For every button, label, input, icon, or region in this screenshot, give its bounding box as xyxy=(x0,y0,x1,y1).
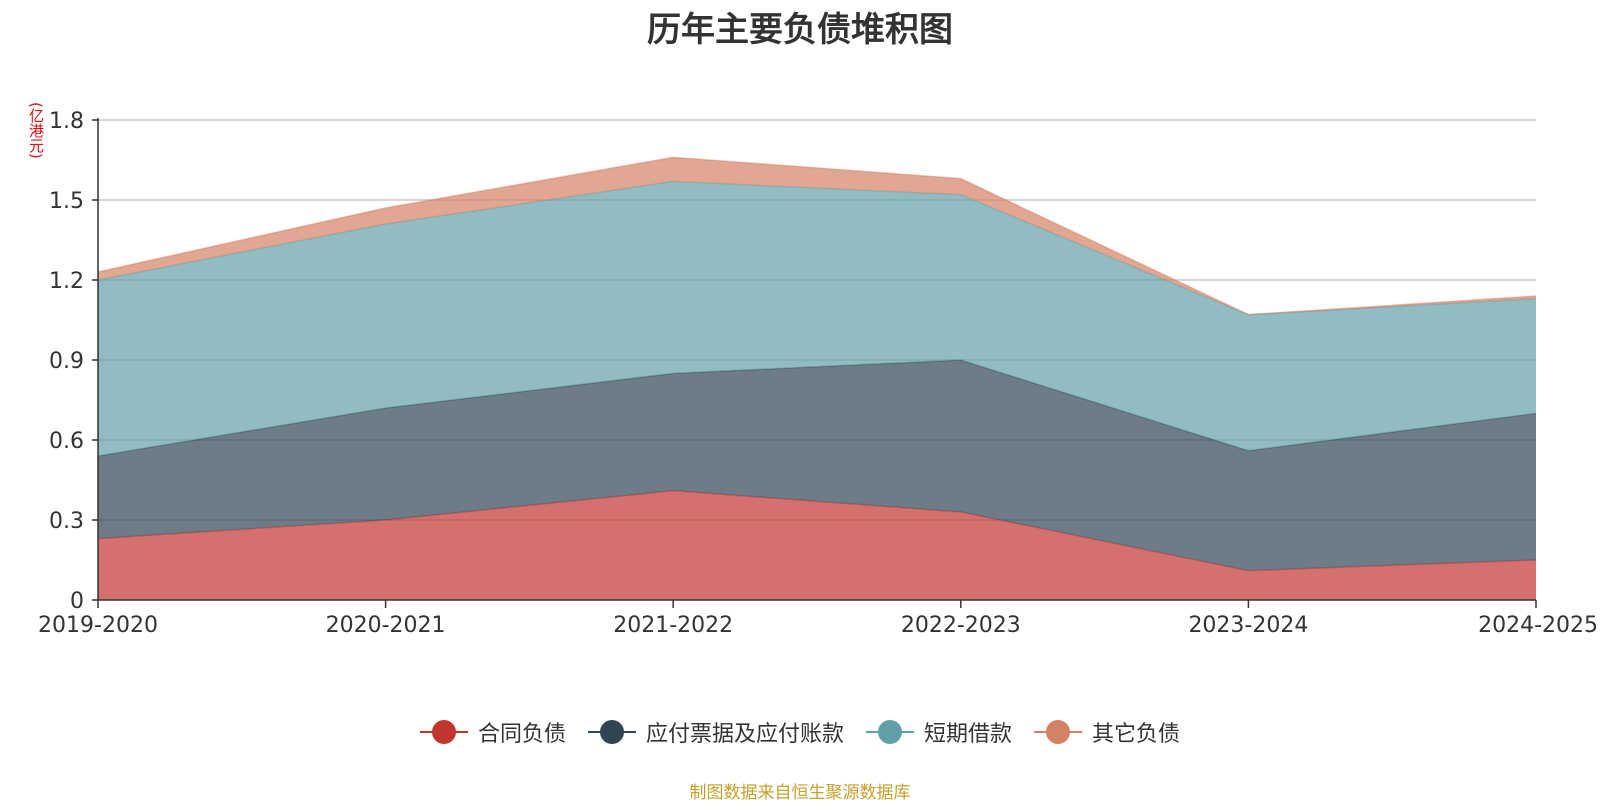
legend-marker-icon xyxy=(419,720,468,744)
x-tick-label-3: 2022-2023 xyxy=(901,613,1021,638)
y-axis-unit-label: (亿港元) xyxy=(27,102,45,159)
y-tick-label-2: 0.6 xyxy=(49,429,84,454)
y-tick-label-0: 0 xyxy=(70,589,84,614)
y-tick-label-4: 1.2 xyxy=(49,269,84,294)
chart-legend: 合同负债 应付票据及应付账款 短期借款 其它负债 xyxy=(0,716,1600,748)
line-series-3 xyxy=(97,156,1537,316)
y-tick-label-6: 1.8 xyxy=(49,109,84,134)
legend-label: 短期借款 xyxy=(924,722,1013,747)
y-tick-label-3: 0.9 xyxy=(49,349,84,374)
legend-label: 合同负债 xyxy=(477,722,566,747)
area-series-2 xyxy=(98,181,1536,457)
legend-item-3[interactable]: 其它负债 xyxy=(1034,716,1180,748)
legend-label: 应付票据及应付账款 xyxy=(645,722,844,747)
x-tick-label-2: 2021-2022 xyxy=(613,613,733,638)
legend-marker-icon xyxy=(1034,720,1083,744)
y-tick-label-1: 0.3 xyxy=(49,509,84,534)
area-series-3 xyxy=(98,157,1536,315)
line-series-0 xyxy=(97,489,1537,572)
area-series-1 xyxy=(98,360,1536,571)
x-tick-label-4: 2023-2024 xyxy=(1188,613,1308,638)
legend-marker-icon xyxy=(866,720,914,744)
legend-item-1[interactable]: 应付票据及应付账款 xyxy=(587,716,844,748)
x-tick-label-0: 2019-2020 xyxy=(38,613,158,638)
legend-item-2[interactable]: 短期借款 xyxy=(866,716,1012,748)
legend-item-0[interactable]: 合同负债 xyxy=(419,716,566,748)
chart-title: 历年主要负债堆积图 xyxy=(647,10,953,50)
source-note: 制图数据来自恒生聚源数据库 xyxy=(689,783,911,803)
area-series-0 xyxy=(98,490,1536,600)
legend-label: 其它负债 xyxy=(1092,722,1181,747)
x-tick-label-1: 2020-2021 xyxy=(326,613,446,638)
y-tick-label-5: 1.5 xyxy=(49,189,84,214)
x-tick-label-5: 2024-2025 xyxy=(1478,613,1598,638)
legend-marker-icon xyxy=(587,720,636,744)
